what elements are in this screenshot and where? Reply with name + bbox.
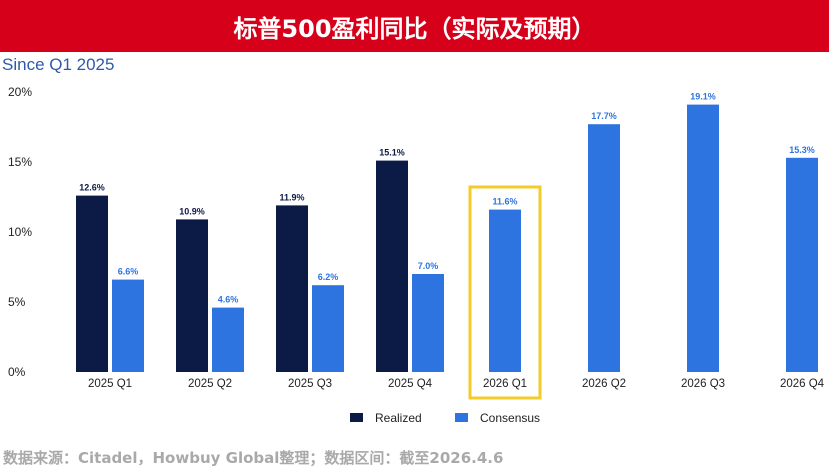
x-tick-label: 2025 Q1 xyxy=(88,378,132,390)
consensus-bar xyxy=(489,209,521,372)
consensus-data-label: 19.1% xyxy=(690,92,716,102)
x-tick-label: 2026 Q2 xyxy=(582,378,626,390)
y-tick-label: 15% xyxy=(8,155,32,169)
legend-swatch-consensus xyxy=(455,413,468,422)
realized-bar xyxy=(276,205,308,372)
legend-label-realized: Realized xyxy=(375,411,422,425)
y-tick-label: 5% xyxy=(8,295,26,309)
consensus-data-label: 15.3% xyxy=(789,145,815,155)
y-tick-label: 10% xyxy=(8,225,32,239)
legend-swatch-realized xyxy=(350,413,363,422)
source-note: 数据来源：Citadel，Howbuy Global整理；数据区间：截至2026… xyxy=(3,449,504,467)
consensus-bar xyxy=(212,307,244,372)
highlight-box xyxy=(468,185,542,400)
consensus-bar xyxy=(588,124,620,372)
x-tick-label: 2025 Q4 xyxy=(388,378,433,390)
consensus-bar xyxy=(412,274,444,372)
y-tick-label: 20% xyxy=(8,85,32,99)
x-tick-label: 2026 Q1 xyxy=(483,378,527,390)
title-banner: 标普500盈利同比（实际及预期） xyxy=(0,0,829,52)
chart-subtitle: Since Q1 2025 xyxy=(2,55,115,74)
realized-data-label: 15.1% xyxy=(379,148,405,158)
consensus-bar xyxy=(687,104,719,372)
realized-data-label: 11.9% xyxy=(279,192,304,202)
x-tick-label: 2025 Q2 xyxy=(188,378,232,390)
realized-bar xyxy=(176,219,208,372)
realized-data-label: 10.9% xyxy=(179,206,205,216)
consensus-data-label: 17.7% xyxy=(591,111,617,121)
consensus-data-label: 4.6% xyxy=(218,295,239,305)
legend-label-consensus: Consensus xyxy=(480,411,540,425)
consensus-bar xyxy=(786,157,818,372)
x-tick-label: 2026 Q4 xyxy=(780,378,825,390)
consensus-bar xyxy=(312,285,344,372)
consensus-data-label: 11.6% xyxy=(492,197,517,207)
consensus-data-label: 6.6% xyxy=(118,267,139,277)
realized-data-label: 12.6% xyxy=(79,183,105,193)
consensus-bar xyxy=(112,279,144,372)
y-tick-label: 0% xyxy=(8,365,26,379)
consensus-data-label: 7.0% xyxy=(418,261,439,271)
realized-bar xyxy=(376,160,408,372)
realized-bar xyxy=(76,195,108,372)
consensus-data-label: 6.2% xyxy=(318,272,339,282)
x-tick-label: 2026 Q3 xyxy=(681,378,725,390)
x-tick-label: 2025 Q3 xyxy=(288,378,332,390)
bar-chart: 0% 5% 10% 15% 20% 12.6% 6.6% 2025 Q1 10.9% 4.6% 20… xyxy=(8,85,825,425)
